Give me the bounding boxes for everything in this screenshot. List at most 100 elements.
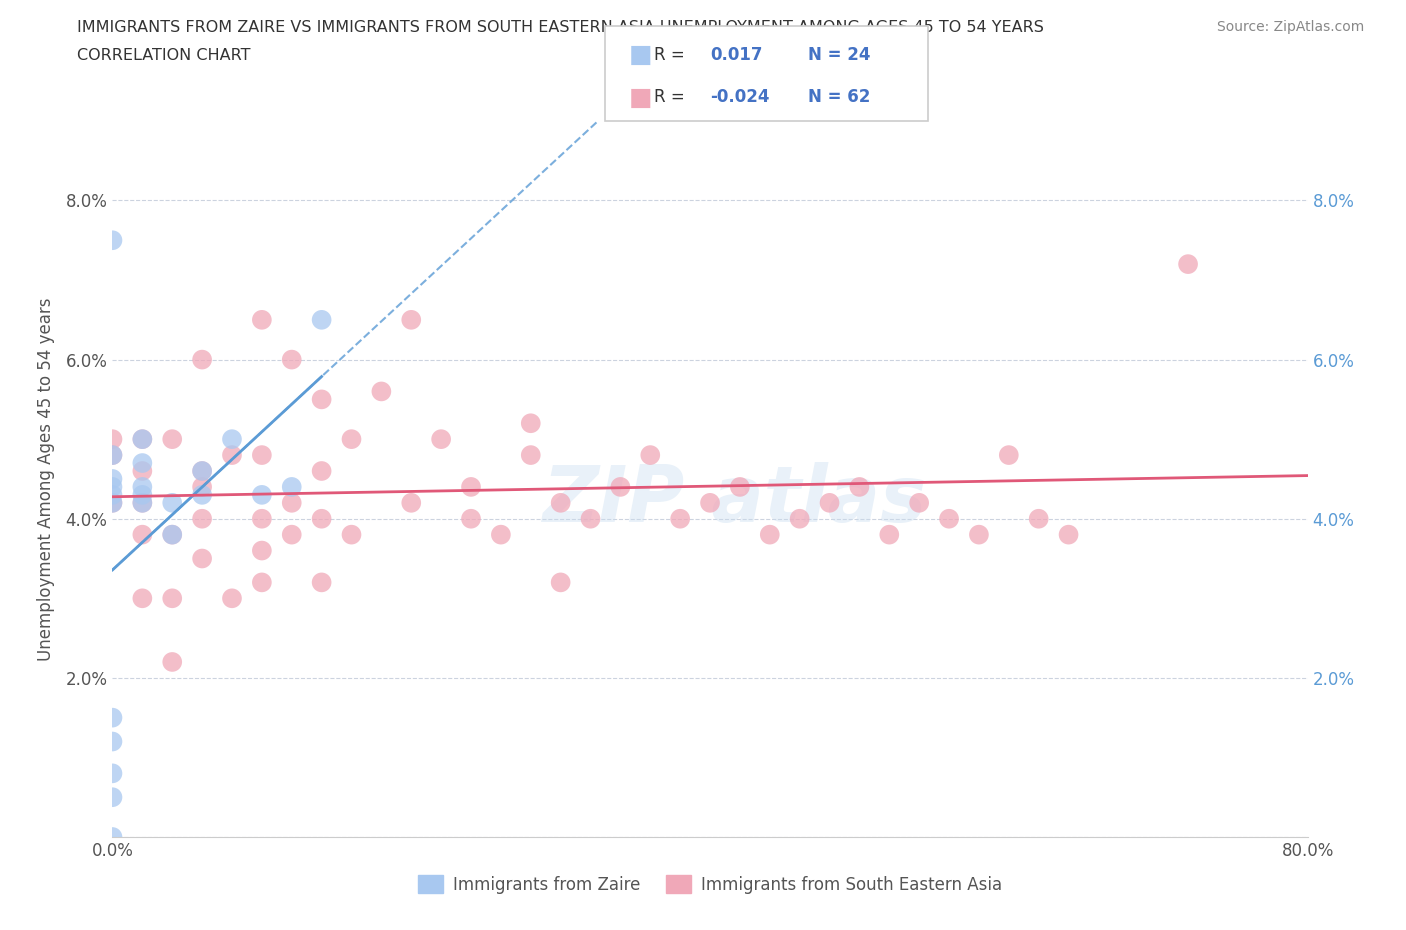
- Point: [250, 312, 273, 327]
- Point: [101, 496, 124, 511]
- Point: [489, 527, 512, 542]
- Point: [221, 591, 243, 605]
- Point: [879, 527, 901, 542]
- Point: [250, 512, 273, 526]
- Point: [162, 527, 183, 542]
- Point: [250, 447, 273, 462]
- Point: [162, 591, 183, 605]
- Point: [520, 416, 543, 431]
- Text: CORRELATION CHART: CORRELATION CHART: [77, 48, 250, 63]
- Point: [162, 655, 183, 670]
- Point: [131, 487, 153, 502]
- Point: [460, 480, 482, 495]
- Point: [998, 447, 1021, 462]
- Text: ZIP atlas: ZIP atlas: [541, 462, 927, 538]
- Point: [311, 312, 333, 327]
- Point: [281, 527, 304, 542]
- Text: R =: R =: [654, 88, 685, 106]
- Point: [101, 830, 124, 844]
- Point: [460, 512, 482, 526]
- Point: [221, 432, 243, 446]
- Point: [101, 480, 124, 495]
- Point: [938, 512, 960, 526]
- Point: [669, 512, 692, 526]
- Point: [967, 527, 990, 542]
- Legend: Immigrants from Zaire, Immigrants from South Eastern Asia: Immigrants from Zaire, Immigrants from S…: [412, 869, 1008, 900]
- Point: [340, 527, 363, 542]
- Text: -0.024: -0.024: [710, 88, 769, 106]
- Point: [281, 352, 304, 367]
- Point: [848, 480, 870, 495]
- Point: [908, 496, 931, 511]
- Text: N = 24: N = 24: [808, 46, 870, 63]
- Point: [101, 432, 124, 446]
- Point: [191, 480, 214, 495]
- Point: [101, 487, 124, 502]
- Point: [101, 734, 124, 749]
- Point: [131, 463, 153, 478]
- Point: [311, 512, 333, 526]
- Point: [401, 312, 423, 327]
- Point: [131, 480, 153, 495]
- Point: [1028, 512, 1050, 526]
- Point: [131, 496, 153, 511]
- Point: [250, 575, 273, 590]
- Point: [131, 432, 153, 446]
- Point: [162, 432, 183, 446]
- Point: [1177, 257, 1199, 272]
- Point: [728, 480, 751, 495]
- Point: [640, 447, 662, 462]
- Point: [311, 575, 333, 590]
- Point: [191, 463, 214, 478]
- Point: [818, 496, 841, 511]
- Point: [250, 487, 273, 502]
- Point: [579, 512, 602, 526]
- Text: IMMIGRANTS FROM ZAIRE VS IMMIGRANTS FROM SOUTH EASTERN ASIA UNEMPLOYMENT AMONG A: IMMIGRANTS FROM ZAIRE VS IMMIGRANTS FROM…: [77, 20, 1045, 35]
- Point: [340, 432, 363, 446]
- Point: [101, 447, 124, 462]
- Point: [191, 487, 214, 502]
- Point: [609, 480, 631, 495]
- Point: [759, 527, 782, 542]
- Y-axis label: Unemployment Among Ages 45 to 54 years: Unemployment Among Ages 45 to 54 years: [37, 298, 55, 660]
- Point: [281, 496, 304, 511]
- Point: [789, 512, 811, 526]
- Point: [101, 766, 124, 781]
- Text: ■: ■: [628, 86, 652, 110]
- Point: [131, 432, 153, 446]
- Point: [699, 496, 721, 511]
- Point: [191, 463, 214, 478]
- Point: [131, 496, 153, 511]
- Point: [101, 496, 124, 511]
- Text: N = 62: N = 62: [808, 88, 870, 106]
- Point: [191, 551, 214, 566]
- Text: 0.017: 0.017: [710, 46, 762, 63]
- Point: [430, 432, 453, 446]
- Point: [250, 543, 273, 558]
- Point: [191, 512, 214, 526]
- Point: [131, 527, 153, 542]
- Point: [520, 447, 543, 462]
- Text: R =: R =: [654, 46, 685, 63]
- Point: [221, 447, 243, 462]
- Point: [370, 384, 392, 399]
- Point: [162, 527, 183, 542]
- Point: [550, 496, 572, 511]
- Point: [131, 456, 153, 471]
- Point: [101, 447, 124, 462]
- Text: ■: ■: [628, 43, 652, 67]
- Point: [131, 591, 153, 605]
- Text: Source: ZipAtlas.com: Source: ZipAtlas.com: [1216, 20, 1364, 34]
- Point: [401, 496, 423, 511]
- Point: [281, 480, 304, 495]
- Point: [550, 575, 572, 590]
- Point: [101, 711, 124, 725]
- Point: [191, 352, 214, 367]
- Point: [311, 463, 333, 478]
- Point: [162, 496, 183, 511]
- Point: [101, 790, 124, 804]
- Point: [101, 232, 124, 247]
- Point: [311, 392, 333, 406]
- Point: [1057, 527, 1080, 542]
- Point: [101, 472, 124, 486]
